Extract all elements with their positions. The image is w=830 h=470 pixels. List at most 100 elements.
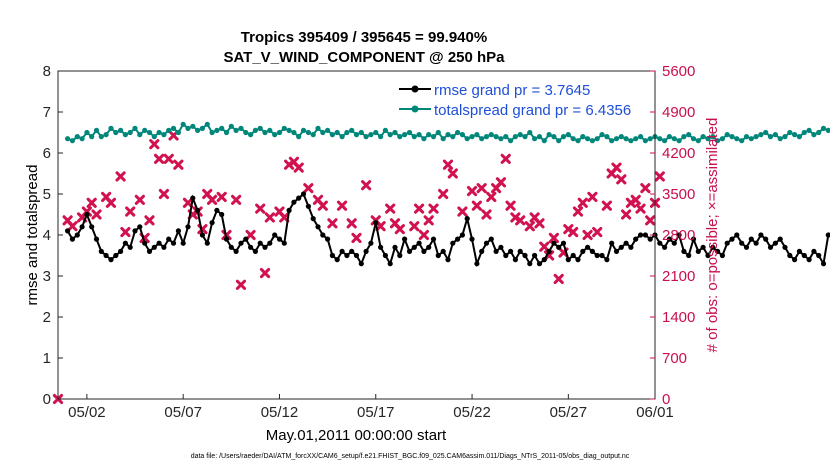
obs-assimilated-marker xyxy=(279,212,290,223)
obs-assimilated-marker xyxy=(182,197,194,208)
obs-assimilated-marker xyxy=(149,139,160,150)
obs-assimilated-marker xyxy=(418,229,430,241)
totalspread-point xyxy=(695,138,701,144)
obs-assimilated-marker xyxy=(134,194,145,205)
obs-assimilated-marker xyxy=(351,232,362,244)
totalspread-point xyxy=(623,136,629,142)
totalspread-point xyxy=(276,129,283,136)
rmse-point xyxy=(190,195,196,201)
rmse-point xyxy=(483,240,490,246)
totalspread-point xyxy=(609,138,615,144)
rmse-point xyxy=(406,248,413,254)
rmse-point xyxy=(493,248,499,254)
obs-assimilated-marker xyxy=(548,232,559,244)
totalspread-point xyxy=(551,134,557,140)
totalspread-point xyxy=(512,134,519,140)
totalspread-point xyxy=(628,138,634,144)
obs-assimilated-marker xyxy=(303,183,314,194)
rmse-point xyxy=(267,240,273,246)
totalspread-point xyxy=(565,132,571,138)
totalspread-point xyxy=(459,132,465,138)
rmse-point xyxy=(787,252,793,259)
rmse-point xyxy=(613,248,620,254)
totalspread-point xyxy=(488,132,494,138)
totalspread-point xyxy=(132,125,138,131)
totalspread-point xyxy=(445,132,451,138)
rmse-point xyxy=(329,252,335,259)
totalspread-point xyxy=(498,136,504,142)
obs-assimilated-marker xyxy=(259,267,271,279)
x-tick-label: 06/01 xyxy=(636,404,674,421)
totalspread-point xyxy=(618,134,624,140)
totalspread-point xyxy=(570,136,576,142)
rmse-point xyxy=(522,252,528,259)
rmse-point xyxy=(527,261,533,267)
totalspread-point xyxy=(315,125,321,131)
totalspread-point xyxy=(763,129,769,136)
rmse-point xyxy=(180,240,186,246)
totalspread-point xyxy=(406,129,413,136)
totalspread-point xyxy=(223,129,230,136)
rmse-point xyxy=(291,199,297,205)
obs-assimilated-marker xyxy=(115,171,126,182)
totalspread-point xyxy=(455,129,461,136)
rmse-point xyxy=(69,236,75,242)
obs-assimilated-marker xyxy=(86,197,97,208)
rmse-point xyxy=(811,248,817,254)
obs-assimilated-marker xyxy=(534,218,545,229)
rmse-point xyxy=(575,257,581,263)
x-tick-label: 05/07 xyxy=(164,404,202,421)
rmse-point xyxy=(715,248,721,254)
rmse-point xyxy=(228,244,234,250)
chart-subtitle: SAT_V_WIND_COMPONENT @ 250 hPa xyxy=(223,49,505,66)
rmse-point xyxy=(628,244,634,250)
totalspread-point xyxy=(310,132,316,138)
rmse-point xyxy=(276,236,283,242)
totalspread-point xyxy=(676,138,682,144)
left-tick-label: 6 xyxy=(43,145,51,162)
rmse-point xyxy=(113,252,119,259)
right-tick-label: 2100 xyxy=(662,268,695,285)
totalspread-point xyxy=(642,138,649,144)
rmse-point xyxy=(262,244,268,250)
rmse-point xyxy=(642,232,649,238)
rmse-point xyxy=(541,257,547,263)
totalspread-point xyxy=(604,134,610,140)
totalspread-point xyxy=(546,132,552,138)
totalspread-point xyxy=(248,132,254,138)
totalspread-point xyxy=(686,132,692,138)
rmse-point xyxy=(243,236,249,242)
totalspread-point xyxy=(122,132,128,138)
data-file-footnote: data file: /Users/raeder/DAI/ATM_forcXX/… xyxy=(191,453,630,460)
totalspread-point xyxy=(753,134,759,140)
rmse-point xyxy=(719,252,726,259)
totalspread-point xyxy=(527,129,533,136)
left-tick-label: 7 xyxy=(43,104,51,121)
rmse-point xyxy=(103,252,109,259)
totalspread-point xyxy=(98,134,104,140)
left-tick-label: 4 xyxy=(43,227,51,244)
totalspread-point xyxy=(69,138,75,144)
totalspread-point xyxy=(758,132,764,138)
totalspread-point xyxy=(378,134,384,140)
totalspread-point xyxy=(440,136,446,142)
obs-assimilated-marker xyxy=(67,221,78,232)
obs-assimilated-marker xyxy=(495,177,507,188)
totalspread-point xyxy=(233,127,239,133)
obs-assimilated-marker xyxy=(91,209,102,220)
totalspread-point xyxy=(710,134,716,140)
totalspread-point xyxy=(146,129,153,136)
totalspread-point xyxy=(262,129,268,136)
rmse-point xyxy=(796,248,803,254)
totalspread-point xyxy=(300,127,307,133)
rmse-point xyxy=(281,240,287,246)
rmse-point xyxy=(421,248,427,254)
totalspread-point xyxy=(816,129,822,136)
rmse-point xyxy=(74,232,80,238)
rmse-point xyxy=(503,252,509,259)
totalspread-point xyxy=(151,134,157,140)
rmse-point xyxy=(455,236,461,242)
totalspread-point xyxy=(156,129,162,136)
left-tick-label: 2 xyxy=(43,309,51,326)
